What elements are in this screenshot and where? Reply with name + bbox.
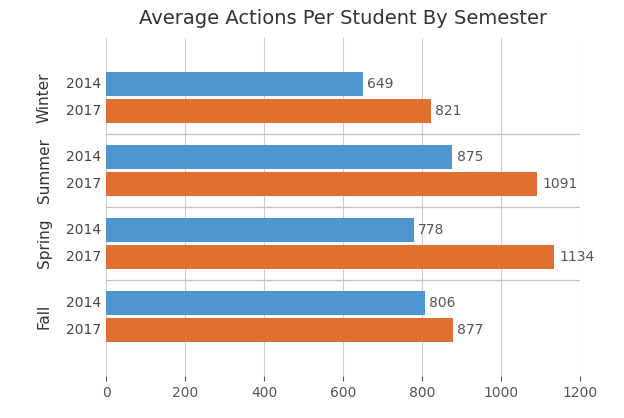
Text: 2017: 2017 [66,323,101,337]
Text: 778: 778 [418,223,445,237]
Text: 2017: 2017 [66,104,101,118]
Bar [106,218,414,242]
Text: 877: 877 [457,323,484,337]
Bar [106,291,424,314]
Text: Summer: Summer [37,138,52,203]
Text: 1134: 1134 [559,250,594,264]
Title: Average Actions Per Student By Semester: Average Actions Per Student By Semester [139,9,547,28]
Text: Spring: Spring [37,219,52,268]
Text: Fall: Fall [37,304,52,329]
Text: 1091: 1091 [542,177,577,191]
Text: 2014: 2014 [66,77,101,91]
Text: Winter: Winter [37,72,52,123]
Text: 821: 821 [436,104,462,118]
Text: 806: 806 [429,296,456,310]
Text: 2014: 2014 [66,150,101,164]
Text: 2017: 2017 [66,250,101,264]
Bar [106,99,431,122]
Bar [106,245,554,269]
Text: 649: 649 [368,77,394,91]
Text: 2017: 2017 [66,177,101,191]
Bar [106,172,537,196]
Bar [106,72,363,96]
Text: 2014: 2014 [66,296,101,310]
Bar [106,145,452,168]
Text: 875: 875 [457,150,483,164]
Bar [106,318,452,342]
Text: 2014: 2014 [66,223,101,237]
